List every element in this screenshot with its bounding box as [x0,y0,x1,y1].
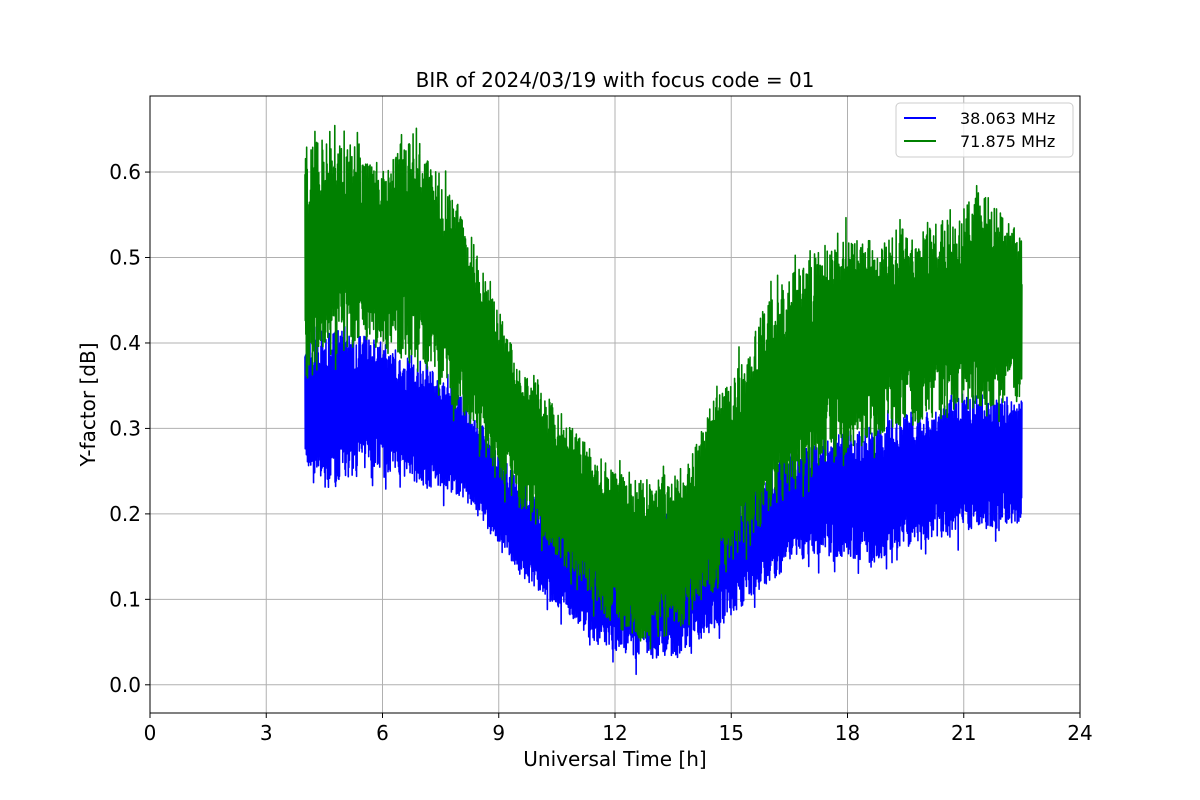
x-tick-label: 24 [1067,721,1092,745]
x-tick-label: 3 [260,721,273,745]
legend: 38.063 MHz 71.875 MHz [895,102,1074,158]
x-tick-label: 9 [492,721,505,745]
legend-label: 71.875 MHz [960,132,1055,151]
ticks: 0 3 6 9 12 15 18 21 24 0.0 0.1 0.2 0.3 0.4 0.5 0.6 [109,160,1093,745]
y-tick-label: 0.6 [109,160,141,184]
x-tick-label: 12 [602,721,627,745]
x-tick-label: 0 [144,721,157,745]
y-axis-label: Y-factor [dB] [76,342,100,467]
x-tick-label: 21 [951,721,976,745]
x-axis-label: Universal Time [h] [523,747,706,771]
series-line-2 [304,124,1023,650]
series-layer [304,124,1023,676]
y-tick-label: 0.0 [109,673,141,697]
chart-title: BIR of 2024/03/19 with focus code = 01 [416,68,815,92]
x-tick-label: 18 [835,721,860,745]
y-tick-label: 0.3 [109,416,141,440]
y-tick-label: 0.2 [109,502,141,526]
legend-box [895,102,1074,158]
y-tick-label: 0.4 [109,331,141,355]
x-tick-label: 6 [376,721,389,745]
legend-label: 38.063 MHz [960,109,1055,128]
y-tick-label: 0.5 [109,246,141,270]
y-tick-label: 0.1 [109,587,141,611]
x-tick-label: 15 [719,721,744,745]
